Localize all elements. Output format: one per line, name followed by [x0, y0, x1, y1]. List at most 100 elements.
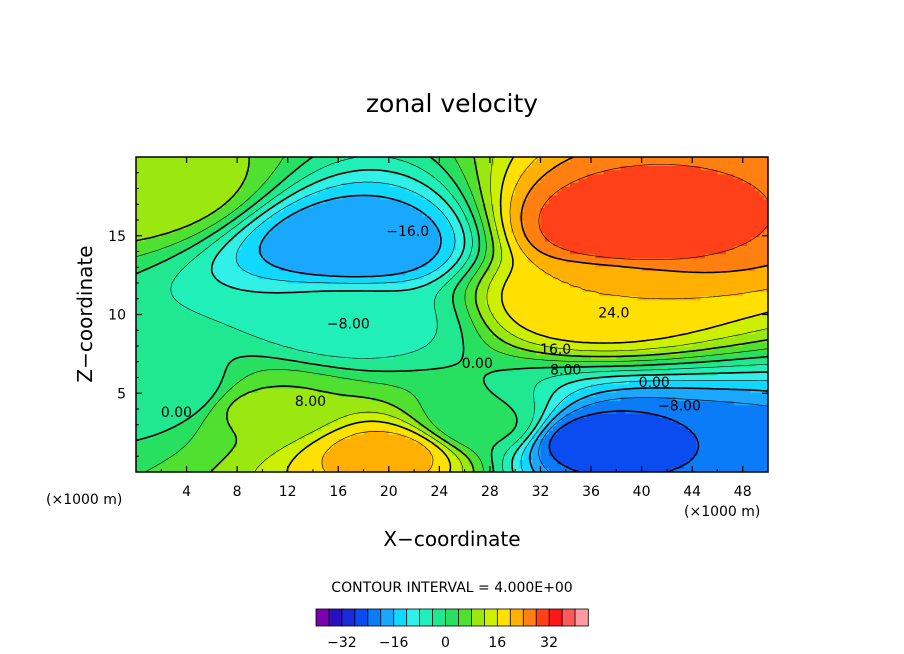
field-cell [481, 463, 487, 469]
field-cell [498, 451, 504, 456]
field-cell [325, 354, 331, 360]
field-cell [430, 404, 436, 410]
field-cell [700, 346, 706, 351]
field-cell [468, 409, 474, 414]
field-cell [709, 446, 714, 452]
field-cell [224, 346, 230, 351]
field-cell [709, 388, 714, 393]
field-cell [169, 350, 175, 355]
field-cell [494, 421, 499, 427]
field-cell [519, 375, 525, 381]
field-cell [367, 392, 373, 397]
field-cell [548, 346, 554, 351]
field-cell [494, 354, 499, 360]
field-cell [452, 442, 457, 448]
field-cell [211, 413, 217, 418]
field-cell [650, 417, 655, 423]
field-cell [759, 333, 765, 339]
field-cell [140, 451, 146, 456]
field-cell [148, 396, 154, 402]
field-cell [287, 375, 293, 381]
field-cell [203, 459, 209, 465]
field-cell [439, 434, 445, 439]
field-cell [405, 442, 411, 448]
field-cell [738, 430, 744, 435]
field-cell [519, 463, 525, 469]
field-cell [692, 455, 697, 460]
field-cell [574, 446, 579, 452]
field-cell [633, 434, 638, 439]
field-cell [169, 388, 175, 393]
field-cell [687, 463, 693, 469]
field-cell [207, 371, 213, 376]
field-cell [561, 333, 567, 339]
field-cell [342, 379, 348, 385]
field-cell [329, 392, 335, 397]
field-cell [211, 430, 217, 435]
field-cell [241, 379, 247, 385]
field-cell [363, 358, 369, 364]
field-cell [283, 396, 289, 402]
field-cell [763, 463, 768, 469]
field-cell [548, 463, 554, 469]
field-cell [262, 459, 268, 465]
field-cell [489, 467, 495, 472]
field-cell [220, 383, 226, 389]
field-cell [148, 459, 154, 465]
field-cell [586, 459, 592, 465]
field-cell [194, 459, 200, 465]
field-cell [477, 434, 483, 439]
field-cell [759, 413, 765, 418]
field-cell [443, 409, 449, 414]
field-cell [578, 333, 584, 339]
field-cell [224, 438, 230, 444]
field-cell [734, 442, 740, 448]
field-cell [494, 451, 499, 456]
field-cell [662, 434, 668, 439]
field-cell [237, 425, 242, 431]
field-cell [624, 459, 630, 465]
field-cell [220, 388, 226, 393]
field-cell [148, 467, 154, 472]
field-cell [574, 434, 579, 439]
field-cell [700, 467, 706, 472]
field-cell [266, 425, 272, 431]
field-cell [641, 421, 647, 427]
field-cell [325, 379, 331, 385]
field-cell [591, 341, 596, 347]
field-cell [746, 413, 752, 418]
field-cell [637, 354, 643, 360]
field-cell [346, 446, 352, 452]
field-cell [713, 388, 719, 393]
field-cell [683, 446, 689, 452]
field-cell [350, 388, 356, 393]
field-cell [569, 455, 575, 460]
field-cell [161, 396, 167, 402]
field-cell [144, 425, 150, 431]
field-cell [645, 467, 651, 472]
field-cell [565, 451, 571, 456]
field-cell [435, 333, 440, 339]
field-cell [620, 434, 626, 439]
field-cell [148, 463, 154, 469]
field-cell [506, 388, 512, 393]
field-cell [734, 337, 740, 343]
field-cell [607, 425, 613, 431]
field-cell [161, 329, 167, 334]
field-cell [481, 396, 487, 402]
field-cell [527, 375, 533, 381]
field-cell [161, 337, 167, 343]
field-cell [489, 430, 495, 435]
field-cell [452, 341, 457, 347]
field-cell [253, 371, 259, 376]
field-cell [418, 463, 424, 469]
field-cell [418, 425, 424, 431]
field-cell [515, 383, 521, 389]
field-cell [161, 413, 167, 418]
field-cell [637, 379, 643, 385]
field-cell [709, 379, 714, 385]
field-cell [586, 467, 592, 472]
field-cell [237, 383, 242, 389]
field-cell [679, 413, 685, 418]
field-cell [637, 438, 643, 444]
